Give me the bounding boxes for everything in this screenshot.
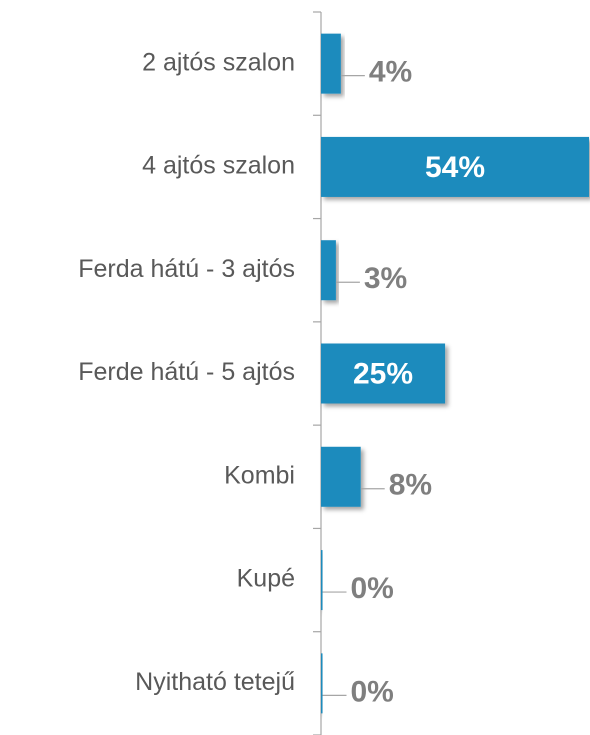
- bar: [321, 136, 589, 197]
- bar: [321, 550, 323, 611]
- value-label: 4%: [369, 56, 412, 89]
- value-label: 3%: [364, 262, 407, 295]
- value-label: 8%: [389, 469, 432, 502]
- value-label: 25%: [353, 357, 413, 390]
- bar: [321, 653, 323, 714]
- category-label: Ferde hátú - 5 ajtós: [78, 358, 295, 386]
- bar: [321, 446, 361, 507]
- category-label: 2 ajtós szalon: [142, 48, 295, 76]
- category-label: 4 ajtós szalon: [142, 152, 295, 180]
- value-label: 0%: [351, 675, 394, 708]
- category-label: Ferda hátú - 3 ajtós: [78, 255, 295, 283]
- category-label: Nyitható tetejű: [135, 668, 295, 696]
- value-label: 54%: [425, 151, 485, 184]
- bar: [321, 343, 446, 404]
- bar: [321, 240, 336, 301]
- category-label: Kupé: [237, 565, 295, 593]
- value-label: 0%: [351, 572, 394, 605]
- category-label: Kombi: [224, 461, 295, 489]
- bar: [321, 33, 341, 94]
